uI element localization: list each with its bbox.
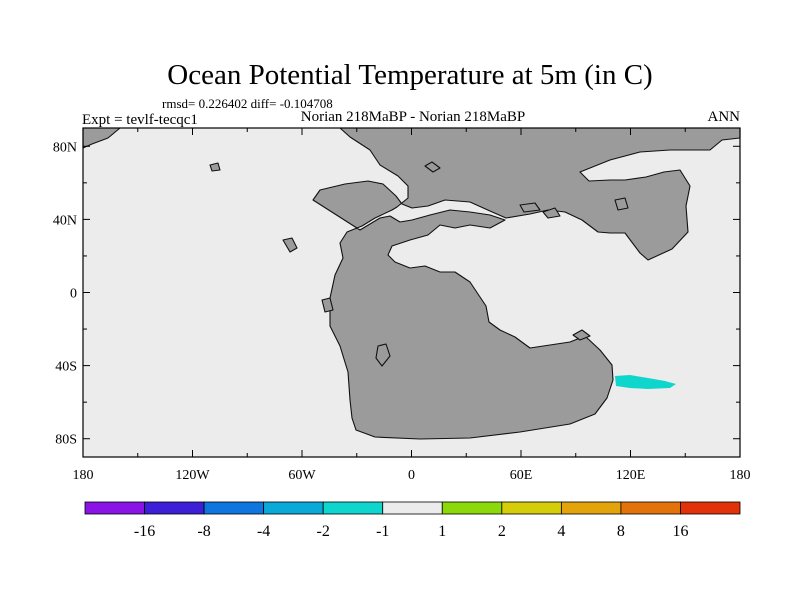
- comparison-label: Norian 218MaBP - Norian 218MaBP: [301, 109, 525, 125]
- colorbar: -16 -8 -4 -2 -1 1 2 4 8 16: [84, 501, 741, 540]
- stats-line: rmsd= 0.226402 diff= -0.104708: [162, 96, 333, 111]
- colorbar-swatch: [203, 501, 265, 515]
- map-panel: 180 120W 60W 0 60E 120E 180 80N 40N 0 40S 80S: [53, 127, 751, 483]
- colorbar-swatch: [144, 501, 205, 515]
- colorbar-label: 2: [498, 523, 506, 540]
- colorbar-swatch: [263, 501, 324, 515]
- colorbar-swatch: [680, 501, 741, 515]
- island-east-1: [614, 197, 629, 211]
- island-arch-1: [519, 202, 541, 213]
- x-tick-label: 60E: [510, 468, 533, 483]
- x-tick-label: 180: [730, 468, 751, 483]
- island-west-1: [282, 237, 298, 253]
- colorbar-label: 8: [617, 523, 625, 540]
- colorbar-label: 4: [557, 523, 565, 540]
- season-label: ANN: [708, 109, 741, 125]
- colorbar-swatch: [560, 501, 622, 515]
- colorbar-swatch: [501, 501, 562, 515]
- colorbar-label: 1: [438, 523, 446, 540]
- island-tiny-1: [209, 162, 221, 172]
- colorbar-label: 16: [672, 523, 688, 540]
- experiment-label: Expt = tevlf-tecqc1: [82, 112, 198, 128]
- y-tick-label: 40S: [55, 360, 77, 375]
- x-tick-label: 120W: [175, 468, 210, 483]
- colorbar-label: -1: [376, 523, 389, 540]
- pangea-landmass: [312, 127, 741, 440]
- y-axis: 80N 40N 0 40S 80S: [53, 140, 740, 448]
- y-tick-label: 80N: [53, 140, 77, 155]
- colorbar-swatch: [620, 501, 681, 515]
- land-masses: [82, 127, 741, 440]
- y-tick-label: 80S: [55, 433, 77, 448]
- colorbar-swatch: [84, 501, 145, 515]
- island-tiny-2: [321, 297, 334, 313]
- x-tick-label: 60W: [288, 468, 316, 483]
- colorbar-swatch: [441, 501, 503, 515]
- island-north-1: [424, 161, 441, 173]
- island-south-1: [572, 329, 591, 341]
- x-axis: 180 120W 60W 0 60E 120E 180: [73, 128, 751, 483]
- colorbar-swatch: [322, 501, 384, 515]
- anomaly-patch: [615, 375, 676, 389]
- colorbar-label: -16: [134, 523, 155, 540]
- y-tick-label: 40N: [53, 213, 77, 228]
- x-tick-label: 0: [408, 468, 415, 483]
- chart-title: Ocean Potential Temperature at 5m (in C): [167, 59, 652, 91]
- colorbar-label: -4: [257, 523, 270, 540]
- colorbar-label: -8: [197, 523, 210, 540]
- island-west-2: [375, 343, 391, 367]
- colorbar-label: -2: [317, 523, 330, 540]
- y-tick-label: 0: [70, 287, 77, 302]
- island-arch-2: [542, 207, 561, 219]
- anomaly-contours: [615, 375, 676, 389]
- x-tick-label: 120E: [616, 468, 646, 483]
- colorbar-swatch: [382, 501, 443, 515]
- x-tick-label: 180: [73, 468, 94, 483]
